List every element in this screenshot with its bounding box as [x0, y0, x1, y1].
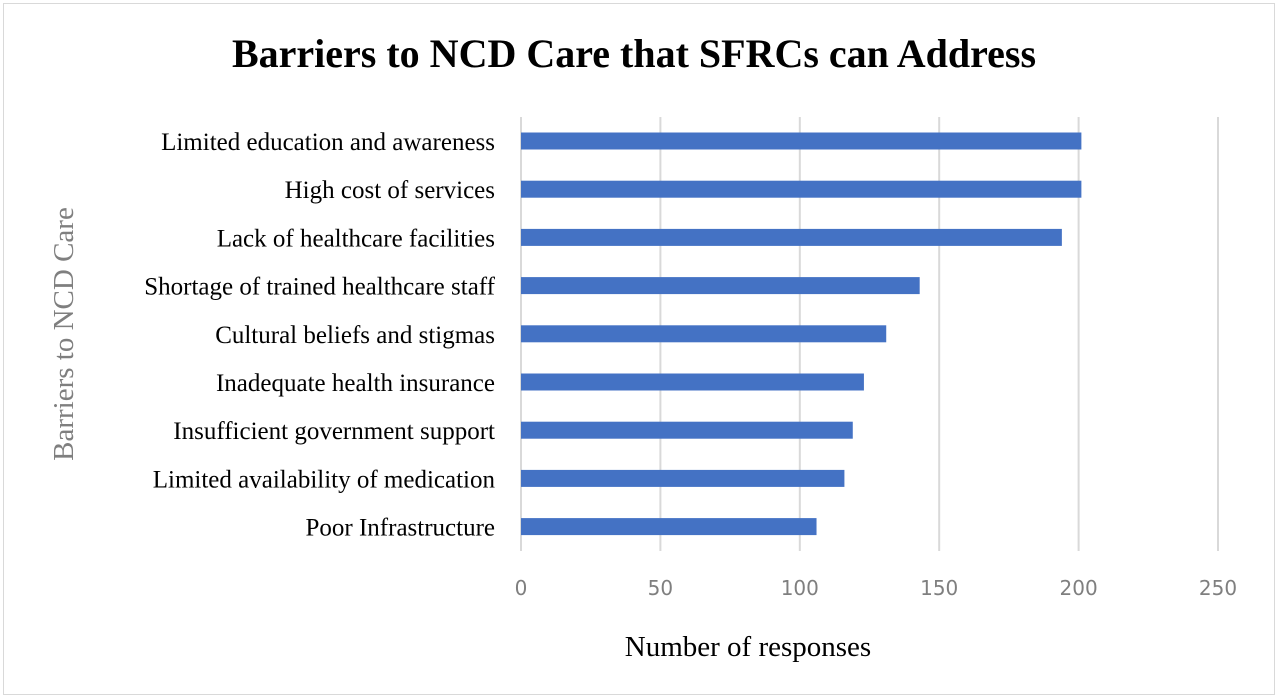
category-label: Limited education and awareness — [161, 129, 495, 156]
x-axis-title: Number of responses — [625, 631, 871, 663]
x-tick-labels: 0 50 100 150 200 250 — [515, 576, 1237, 600]
category-labels: Limited education and awareness High cost… — [144, 129, 495, 542]
y-axis-title: Barriers to NCD Care — [48, 207, 80, 461]
bar — [521, 421, 853, 439]
category-label: Inadequate health insurance — [216, 370, 495, 397]
category-label: Cultural beliefs and stigmas — [215, 322, 495, 349]
x-tick-label: 0 — [515, 576, 528, 600]
x-tick-label: 100 — [781, 576, 819, 600]
bar — [521, 180, 1082, 198]
x-tick-label: 150 — [920, 576, 958, 600]
category-label: Lack of healthcare facilities — [217, 225, 495, 252]
bar — [521, 132, 1082, 150]
bar — [521, 373, 864, 391]
x-tick-label: 250 — [1199, 576, 1237, 600]
bar — [521, 518, 817, 536]
category-label: Insufficient government support — [173, 418, 495, 445]
category-label: Shortage of trained healthcare staff — [144, 274, 495, 301]
bars — [521, 132, 1082, 536]
bar — [521, 277, 920, 295]
category-label: Poor Infrastructure — [305, 515, 495, 542]
chart-frame — [3, 3, 1275, 695]
bar — [521, 228, 1062, 246]
x-tick-label: 50 — [648, 576, 673, 600]
category-label: Limited availability of medication — [153, 466, 496, 493]
x-tick-label: 200 — [1060, 576, 1098, 600]
bar — [521, 469, 845, 487]
bar — [521, 325, 887, 343]
category-label: High cost of services — [285, 177, 495, 204]
chart-title: Barriers to NCD Care that SFRCs can Addr… — [232, 31, 1036, 76]
